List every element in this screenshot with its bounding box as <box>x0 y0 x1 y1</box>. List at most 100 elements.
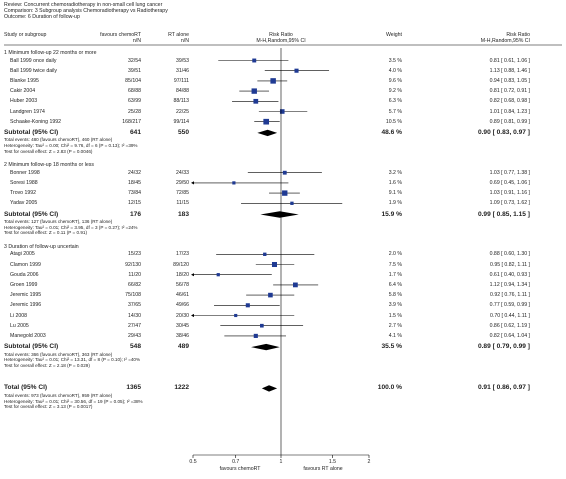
text-label: 48.6 % <box>381 128 402 136</box>
text-label: 1.12 [ 0.94, 1.34 ] <box>489 281 530 288</box>
text-label: 1.7 % <box>388 271 402 278</box>
study-name: Jeremic 1996 <box>10 302 42 309</box>
text-label: 11/15 <box>176 200 189 207</box>
text-label: 0.81 [ 0.72, 0.91 ] <box>489 88 530 95</box>
text-label: 0.92 [ 0.76, 1.11 ] <box>490 292 530 299</box>
study-marker <box>260 323 264 328</box>
text-label: 18/45 <box>128 179 141 186</box>
text-label: 27/47 <box>128 322 141 329</box>
study-name: Clamon 1999 <box>10 261 41 268</box>
text-label: M-H,Random,95% CI <box>256 38 306 44</box>
text-label: 20/30 <box>176 312 189 319</box>
text-label: 0.81 [ 0.61, 1.06 ] <box>489 57 530 64</box>
text-label: 35.5 % <box>381 343 402 351</box>
text-label: 1.6 % <box>388 179 402 186</box>
text-label: 5.8 % <box>388 292 402 299</box>
text-label: 2.0 % <box>388 251 402 258</box>
x-tick-label: 0.5 <box>189 459 197 465</box>
text-label: 75/108 <box>125 292 141 299</box>
study-marker <box>290 201 294 205</box>
study-name: Blanke 1995 <box>10 77 39 84</box>
text-label: 9.6 % <box>388 77 402 84</box>
text-label: 0.86 [ 0.62, 1.19 ] <box>489 322 530 329</box>
pooled-diamond <box>260 211 299 218</box>
text-label: 84/88 <box>176 88 189 95</box>
text-label: 88/113 <box>173 98 189 105</box>
text-label: 22/25 <box>176 108 189 115</box>
text-label: 85/104 <box>125 77 141 84</box>
text-label: 3.5 % <box>388 57 402 64</box>
study-marker <box>253 98 259 104</box>
text-label: 56/78 <box>176 281 189 288</box>
study-marker <box>294 68 299 73</box>
study-marker <box>216 273 220 277</box>
summary-note: Total events: 127 (favours chemoRT), 136… <box>4 219 113 224</box>
text-label: 9.2 % <box>388 88 402 95</box>
study-name: Huber 2003 <box>10 98 38 105</box>
study-marker <box>268 292 273 298</box>
text-label: 0.88 [ 0.60, 1.30 ] <box>489 251 530 258</box>
text-label: 0.95 [ 0.82, 1.11 ] <box>490 261 530 268</box>
pooled-diamond <box>261 385 278 392</box>
text-label: 15.9 % <box>381 210 402 218</box>
study-marker <box>253 333 258 338</box>
text-label: 3.9 % <box>388 302 402 309</box>
text-label: 176 <box>129 210 141 218</box>
text-label: 2.7 % <box>388 322 402 329</box>
subgroup-title: 1 Minimum follow-up 22 months or more <box>4 50 97 56</box>
study-name: Ball 1999 twice daily <box>10 67 58 74</box>
text-label: 641 <box>129 128 141 136</box>
subgroup-title: 2 Minimum follow-up 18 months or less <box>4 162 94 169</box>
study-name: Soresi 1988 <box>10 179 38 186</box>
study-marker <box>245 303 250 308</box>
column-header-weight: Weight <box>385 32 402 38</box>
text-label: 30/45 <box>176 322 189 329</box>
ci-arrow-left <box>191 181 194 185</box>
pooled-diamond <box>257 129 278 137</box>
text-label: 63/99 <box>128 98 141 105</box>
summary-note: Heterogeneity: Tau² = 0.01; Chi² = 13.31… <box>4 357 141 363</box>
study-name: Lu 2005 <box>10 322 29 329</box>
text-label: 7.5 % <box>388 261 402 268</box>
x-tick-label: 1.5 <box>328 459 337 465</box>
text-label: 1222 <box>174 384 189 392</box>
text-label: n/N <box>132 38 141 44</box>
text-label: 1.5 % <box>388 312 402 319</box>
text-label: 168/217 <box>122 118 141 125</box>
text-label: 1.03 [ 0.91, 1.16 ] <box>489 190 530 197</box>
summary-note: Test for overall effect: Z = 2.83 (P = 0… <box>4 148 93 154</box>
text-label: 0.89 [ 0.79, 0.99 ] <box>477 343 530 351</box>
subtotal-label: Subtotal (95% CI) <box>4 210 59 218</box>
text-label: Outcome: 6 Duration of follow-up <box>4 14 80 20</box>
text-label: 31/46 <box>176 67 189 74</box>
study-name: Trovo 1992 <box>10 190 37 197</box>
study-marker <box>232 181 236 185</box>
summary-note: Heterogeneity: Tau² = 0.00; Chi² = 9.76,… <box>4 143 138 148</box>
text-label: 1365 <box>126 384 141 392</box>
subtotal-label: Subtotal (95% CI) <box>4 343 59 351</box>
text-label: 1.13 [ 0.88, 1.46 ] <box>489 67 530 74</box>
text-label: 6.3 % <box>388 98 402 105</box>
summary-note: Heterogeneity: Tau² = 0.01; Chi² = 30.56… <box>4 398 143 404</box>
text-label: Comparison: 3 Subgroup analysis Chemorad… <box>4 8 168 14</box>
text-label: 73/84 <box>128 190 141 197</box>
text-label: 0.89 [ 0.81, 0.99 ] <box>489 118 530 125</box>
text-label: 6.4 % <box>388 281 402 288</box>
study-name: Jeremic 1995 <box>10 292 42 299</box>
text-label: 1.01 [ 0.84, 1.23 ] <box>489 108 530 115</box>
study-name: Li 2008 <box>10 312 28 319</box>
text-label: 0.90 [ 0.83, 0.97 ] <box>477 128 530 136</box>
study-name: Schaake-Koning 1992 <box>10 118 62 125</box>
study-name: Cakir 2004 <box>10 88 36 95</box>
ci-arrow-left <box>191 313 194 318</box>
text-label: 10.5 % <box>385 118 402 125</box>
column-header-ctl: RT alone <box>168 32 189 38</box>
text-label: 24/33 <box>176 169 189 176</box>
study-marker <box>263 118 270 125</box>
study-marker <box>251 88 257 94</box>
text-label: 49/66 <box>176 302 189 309</box>
text-label: M-H,Random,95% CI <box>480 38 530 44</box>
text-label: 68/88 <box>128 88 141 95</box>
text-label: 0.82 [ 0.64, 1.04 ] <box>489 332 530 339</box>
